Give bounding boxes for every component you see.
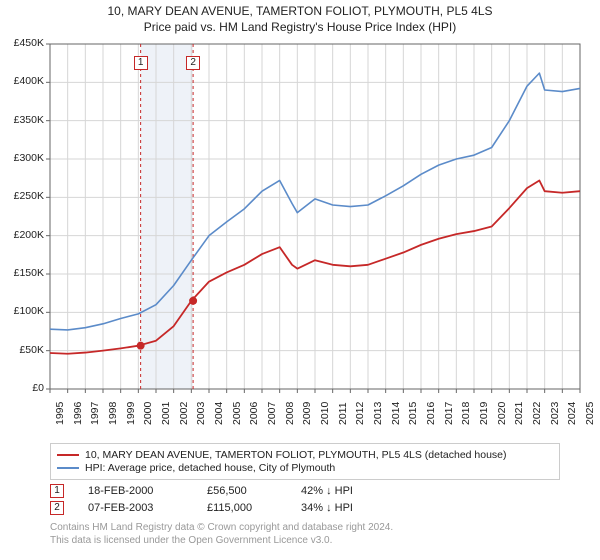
x-axis-tick: 1995 [54, 402, 66, 425]
y-axis-tick: £350K [2, 114, 44, 126]
x-axis-tick: 2014 [390, 402, 402, 425]
footer-line-2: This data is licensed under the Open Gov… [50, 534, 560, 547]
x-axis-tick: 2024 [566, 402, 578, 425]
line-chart [0, 36, 600, 441]
x-axis-tick: 1999 [125, 402, 137, 425]
x-axis-tick: 2001 [160, 402, 172, 425]
x-axis-tick: 1997 [89, 402, 101, 425]
sale-diff-vs-hpi: 34% ↓ HPI [301, 502, 353, 514]
x-axis-tick: 2007 [266, 402, 278, 425]
x-axis-tick: 2006 [248, 402, 260, 425]
x-axis-tick: 2021 [513, 402, 525, 425]
sale-marker-icon: 2 [50, 501, 64, 515]
legend-item: 10, MARY DEAN AVENUE, TAMERTON FOLIOT, P… [57, 449, 553, 461]
chart-area: £0 £50K £100K £150K £200K £250K £300K £350K £400… [0, 36, 600, 441]
y-axis-tick: £400K [2, 75, 44, 87]
x-axis-tick: 2008 [284, 402, 296, 425]
x-axis-tick: 2015 [407, 402, 419, 425]
legend-swatch [57, 467, 79, 469]
sales-table: 1 18-FEB-2000 £56,500 42% ↓ HPI 2 07-FEB-2003… [50, 484, 560, 515]
x-axis-tick: 2018 [460, 402, 472, 425]
sale-price: £56,500 [207, 485, 277, 497]
chart-title-1: 10, MARY DEAN AVENUE, TAMERTON FOLIOT, P… [0, 4, 600, 18]
x-axis-tick: 2010 [319, 402, 331, 425]
x-axis-tick: 2002 [178, 402, 190, 425]
footer-line-1: Contains HM Land Registry data © Crown c… [50, 521, 560, 534]
x-axis-tick: 2023 [549, 402, 561, 425]
x-axis-tick: 2020 [496, 402, 508, 425]
x-axis-tick: 2017 [443, 402, 455, 425]
sale-marker-icon: 1 [50, 484, 64, 498]
x-axis-tick: 2025 [584, 402, 596, 425]
x-axis-tick: 1996 [72, 402, 84, 425]
y-axis-tick: £250K [2, 190, 44, 202]
chart-title-2: Price paid vs. HM Land Registry's House … [0, 20, 600, 34]
x-axis-tick: 2019 [478, 402, 490, 425]
x-axis-tick: 2016 [425, 402, 437, 425]
x-axis-tick: 2004 [213, 402, 225, 425]
x-axis-tick: 2000 [142, 402, 154, 425]
y-axis-tick: £150K [2, 267, 44, 279]
sale-marker-flag: 2 [186, 56, 200, 70]
sale-date: 07-FEB-2003 [88, 502, 183, 514]
y-axis-tick: £300K [2, 152, 44, 164]
legend-label: 10, MARY DEAN AVENUE, TAMERTON FOLIOT, P… [85, 449, 507, 461]
y-axis-tick: £50K [2, 344, 44, 356]
y-axis-tick: £450K [2, 37, 44, 49]
x-axis-tick: 2009 [301, 402, 313, 425]
sale-marker-flag: 1 [134, 56, 148, 70]
x-axis-tick: 2003 [195, 402, 207, 425]
legend-swatch [57, 454, 79, 456]
sale-row: 1 18-FEB-2000 £56,500 42% ↓ HPI [50, 484, 560, 498]
x-axis-tick: 2012 [354, 402, 366, 425]
x-axis-tick: 2005 [231, 402, 243, 425]
legend-label: HPI: Average price, detached house, City… [85, 462, 335, 474]
sale-row: 2 07-FEB-2003 £115,000 34% ↓ HPI [50, 501, 560, 515]
y-axis-tick: £200K [2, 229, 44, 241]
x-axis-tick: 2013 [372, 402, 384, 425]
chart-title-block: 10, MARY DEAN AVENUE, TAMERTON FOLIOT, P… [0, 0, 600, 36]
x-axis-tick: 2022 [531, 402, 543, 425]
y-axis-tick: £100K [2, 305, 44, 317]
x-axis-tick: 1998 [107, 402, 119, 425]
footer-attribution: Contains HM Land Registry data © Crown c… [50, 521, 560, 547]
sale-date: 18-FEB-2000 [88, 485, 183, 497]
sale-price: £115,000 [207, 502, 277, 514]
sale-diff-vs-hpi: 42% ↓ HPI [301, 485, 353, 497]
y-axis-tick: £0 [2, 382, 44, 394]
legend-box: 10, MARY DEAN AVENUE, TAMERTON FOLIOT, P… [50, 443, 560, 480]
legend-item: HPI: Average price, detached house, City… [57, 462, 553, 474]
x-axis-tick: 2011 [337, 402, 349, 425]
